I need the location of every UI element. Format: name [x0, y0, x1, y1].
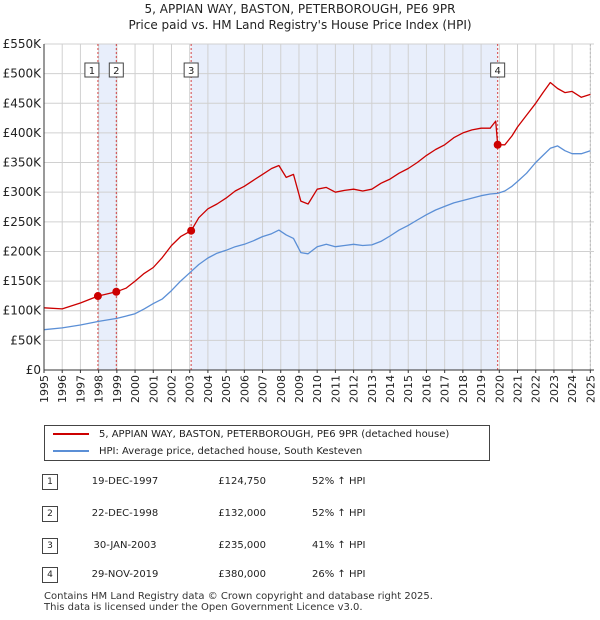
chart-legend: 5, APPIAN WAY, BASTON, PETERBOROUGH, PE6… — [44, 425, 490, 461]
price-chart: 1 2 3 4 £0 £50K £100K £150K £200K £250K £300K £350K… — [3, 37, 598, 403]
sale-marker-label: 2 — [113, 66, 119, 77]
sale-hpi-change: 52% ↑ HPI — [312, 508, 366, 519]
x-tick-label: 1995 — [38, 375, 51, 403]
sale-marker-box — [183, 62, 199, 78]
y-tick-label: £100K — [3, 304, 43, 318]
sale-row: 2 22-DEC-1998 £132,000 52% ↑ HPI — [0, 505, 600, 523]
sale-row: 1 19-DEC-1997 £124,750 52% ↑ HPI — [0, 473, 600, 491]
sale-marker-label: 4 — [494, 66, 500, 77]
sale-marker-box — [84, 62, 100, 78]
x-tick-label: 1997 — [74, 375, 87, 403]
x-tick-label: 1996 — [56, 375, 69, 403]
sale-point — [112, 287, 121, 296]
sale-hpi-change: 52% ↑ HPI — [312, 476, 366, 487]
y-tick-label: £300K — [3, 185, 43, 199]
y-tick-label: £50K — [10, 333, 42, 347]
x-tick-label: 2018 — [457, 375, 470, 403]
sale-price: £380,000 — [218, 569, 266, 580]
legend-item-property: 5, APPIAN WAY, BASTON, PETERBOROUGH, PE6… — [53, 427, 449, 443]
x-tick-label: 2020 — [493, 375, 506, 403]
sale-row: 4 29-NOV-2019 £380,000 26% ↑ HPI — [0, 566, 600, 584]
sale-price: £235,000 — [218, 540, 266, 551]
x-tick-label: 2001 — [147, 375, 160, 403]
sale-number-badge: 3 — [42, 538, 58, 554]
legend-swatch-property — [53, 433, 89, 435]
x-tick-label: 2019 — [475, 375, 488, 403]
y-tick-label: £200K — [3, 244, 43, 258]
x-tick-label: 2002 — [165, 375, 178, 403]
footer-licence: This data is licensed under the Open Gov… — [44, 602, 363, 613]
x-tick-label: 1999 — [111, 375, 124, 403]
x-tick-label: 2013 — [366, 375, 379, 403]
sale-number-badge: 4 — [42, 567, 58, 583]
y-tick-label: £350K — [3, 156, 43, 170]
sale-marker-box — [490, 62, 506, 78]
x-tick-label: 2022 — [530, 375, 543, 403]
x-tick-label: 2008 — [275, 375, 288, 403]
x-tick-label: 2017 — [439, 375, 452, 403]
y-tick-label: £0 — [26, 363, 41, 377]
hpi-series-line — [43, 145, 591, 331]
sale-number-badge: 2 — [42, 506, 58, 522]
x-tick-label: 2007 — [257, 375, 270, 403]
legend-label-property: 5, APPIAN WAY, BASTON, PETERBOROUGH, PE6… — [99, 429, 450, 440]
x-tick-label: 2014 — [384, 375, 397, 403]
x-tick-label: 2006 — [238, 375, 251, 403]
sale-hpi-change: 26% ↑ HPI — [312, 569, 366, 580]
sale-point — [493, 140, 502, 149]
sale-period-shade — [191, 44, 498, 370]
sale-date: 29-NOV-2019 — [91, 569, 159, 580]
legend-label-hpi: HPI: Average price, detached house, Sout… — [99, 446, 363, 457]
x-tick-label: 2016 — [420, 375, 433, 403]
sale-price: £132,000 — [218, 508, 266, 519]
chart-subtitle: Price paid vs. HM Land Registry's House … — [128, 18, 472, 32]
property-series-line — [43, 81, 591, 310]
y-tick-label: £500K — [3, 67, 43, 81]
x-tick-label: 2005 — [220, 375, 233, 403]
x-tick-label: 2025 — [584, 375, 597, 403]
legend-swatch-hpi — [53, 450, 89, 452]
y-tick-label: £550K — [3, 37, 43, 51]
sale-hpi-change: 41% ↑ HPI — [312, 540, 366, 551]
sale-point — [93, 292, 102, 301]
chart-title: 5, APPIAN WAY, BASTON, PETERBOROUGH, PE6… — [144, 2, 456, 16]
sale-price: £124,750 — [218, 476, 266, 487]
sale-row: 3 30-JAN-2003 £235,000 41% ↑ HPI — [0, 537, 600, 555]
sale-period-shade — [97, 44, 117, 370]
x-tick-label: 2015 — [402, 375, 415, 403]
x-tick-label: 2009 — [293, 375, 306, 403]
x-tick-label: 2003 — [184, 375, 197, 403]
sale-marker-label: 1 — [89, 66, 95, 77]
x-tick-label: 2021 — [512, 375, 525, 403]
x-tick-label: 2004 — [202, 375, 215, 403]
x-tick-label: 1998 — [93, 375, 106, 403]
x-tick-label: 2023 — [548, 375, 561, 403]
sale-date: 22-DEC-1998 — [91, 508, 159, 519]
y-tick-label: £450K — [3, 96, 43, 110]
y-tick-label: £250K — [3, 215, 43, 229]
x-tick-label: 2000 — [129, 375, 142, 403]
sale-point — [187, 226, 196, 235]
sale-marker-box — [108, 62, 124, 78]
footer-copyright: Contains HM Land Registry data © Crown c… — [44, 591, 433, 602]
x-tick-label: 2010 — [311, 375, 324, 403]
sale-date: 30-JAN-2003 — [93, 540, 157, 551]
y-tick-label: £150K — [3, 274, 43, 288]
sale-marker-label: 3 — [188, 66, 194, 77]
sale-number-badge: 1 — [42, 474, 58, 490]
legend-item-hpi: HPI: Average price, detached house, Sout… — [53, 444, 362, 460]
sale-date: 19-DEC-1997 — [91, 476, 159, 487]
y-tick-label: £400K — [3, 126, 43, 140]
x-tick-label: 2011 — [329, 375, 342, 403]
x-tick-label: 2012 — [348, 375, 361, 403]
x-tick-label: 2024 — [566, 375, 579, 403]
